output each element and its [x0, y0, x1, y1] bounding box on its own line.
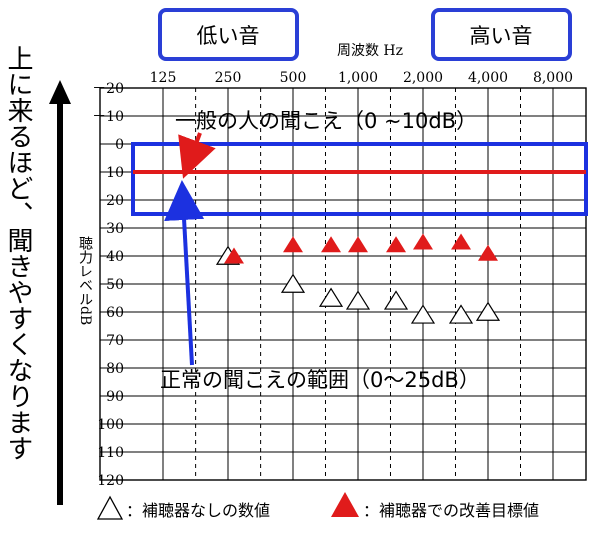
x-tick-label: 1,000	[338, 70, 378, 86]
chart-marks	[215, 233, 501, 324]
open-triangle-point	[410, 304, 436, 324]
y-tick-label: －20	[92, 81, 124, 97]
chart-tick-labels: 125 250 500 1,000 2,000 4,000 8,000 －20 －10 0 10 20…	[92, 70, 573, 489]
normal-person-annotation: 一般の人の聞こえ（0 ~10dB）	[175, 109, 477, 133]
chart-grid	[99, 87, 587, 481]
red-triangle-point	[451, 233, 472, 250]
high-pitch-label: 高い音	[470, 24, 533, 48]
y-tick-label: 20	[106, 193, 124, 209]
low-pitch-label: 低い音	[197, 24, 260, 48]
red-triangle-point	[348, 236, 368, 253]
blue-pointer-arrow	[164, 180, 205, 366]
normal-range-rect	[131, 142, 588, 216]
x-tick-label: 2,000	[403, 70, 443, 86]
y-tick-label: 10	[106, 165, 124, 181]
red-pointer-arrow	[178, 132, 216, 179]
up-arrow-icon	[49, 80, 71, 505]
red-triangle-point	[283, 236, 303, 253]
y-tick-label: －10	[92, 109, 124, 125]
y-tick-label: 50	[106, 277, 124, 293]
y-tick-label: 0	[115, 137, 124, 153]
y-axis-title: 聴力レベルdB	[77, 236, 93, 325]
high-pitch-button: 高い音	[431, 8, 572, 61]
low-pitch-button: 低い音	[158, 8, 299, 61]
x-tick-label: 250	[215, 70, 242, 86]
red-triangle-point	[224, 247, 244, 264]
y-tick-label: 60	[106, 305, 124, 321]
y-tick-label: 30	[106, 221, 124, 237]
red-triangle-point	[386, 236, 407, 253]
normal-range-annotation: 正常の聞こえの範囲（0〜25dB）	[160, 368, 480, 392]
y-tick-label: 70	[106, 333, 124, 349]
open-triangle-point	[448, 304, 474, 324]
frequency-axis-title: 周波数 Hz	[337, 43, 403, 59]
open-triangle-point	[475, 301, 501, 321]
x-tick-label: 500	[280, 70, 307, 86]
open-triangle-point	[383, 290, 409, 310]
y-tick-label: 120	[97, 473, 124, 489]
y-tick-label: 40	[106, 249, 124, 265]
normal-range-band	[131, 142, 588, 216]
red-triangle-point	[321, 236, 342, 253]
open-triangle-point	[318, 287, 344, 307]
x-tick-label: 125	[150, 70, 177, 86]
legend: ：補聴器なしの数値 ：補聴器での改善目標値	[96, 492, 539, 520]
y-tick-label: 110	[97, 445, 124, 461]
open-triangle-point	[345, 290, 371, 310]
x-tick-label: 8,000	[533, 70, 573, 86]
y-tick-label: 80	[106, 361, 124, 377]
side-label: 上に来るほど、聞きやすくなります	[3, 45, 33, 461]
legend-open-triangle-icon	[96, 495, 124, 520]
y-tick-label: 100	[97, 417, 124, 433]
red-triangle-point	[413, 233, 433, 250]
legend-target-label: ：補聴器での改善目標値	[363, 501, 539, 520]
red-triangle-point	[478, 244, 498, 261]
y-tick-label: 90	[106, 389, 124, 405]
x-tick-label: 4,000	[468, 70, 508, 86]
legend-without-aid-label: ：補聴器なしの数値	[126, 501, 270, 520]
open-triangle-point	[280, 273, 306, 293]
legend-red-triangle-icon	[331, 492, 359, 517]
